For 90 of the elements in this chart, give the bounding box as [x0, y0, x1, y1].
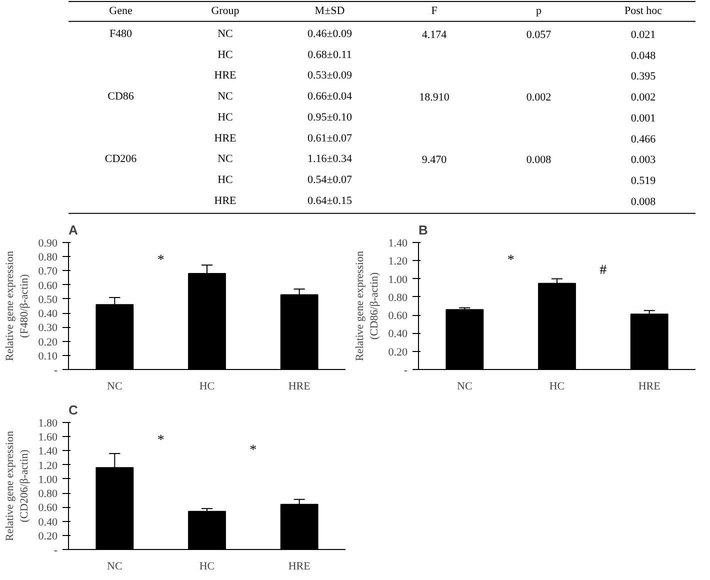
y-tick-label: 1.40: [38, 446, 58, 458]
y-tick-label: 0.30: [38, 322, 58, 334]
y-tick-label: -: [54, 364, 58, 376]
y-tick-label: -: [404, 364, 408, 376]
text: 9.470: [422, 154, 447, 166]
text: 0.61±0.07: [307, 132, 352, 144]
y-tick-label: 0.10: [38, 350, 58, 362]
annotation: *: [250, 442, 257, 458]
y-tick-label: 0.80: [38, 252, 58, 264]
category-label: Group: [211, 4, 240, 17]
text: HRE: [214, 132, 236, 144]
y-tick-label: 1.20: [38, 460, 58, 472]
y-tick-label: 1.80: [38, 418, 58, 430]
y-tick-label: 0.70: [38, 266, 58, 278]
y-tick-label: 0.40: [388, 328, 408, 340]
x-tick-label: HC: [199, 560, 215, 572]
annotation: *: [507, 252, 514, 268]
chart-title: C: [68, 402, 78, 418]
text: 0.008: [630, 196, 656, 208]
chart-title: A: [68, 222, 78, 238]
y-tick-label: 0.20: [38, 530, 58, 542]
text: 0.95±0.10: [307, 111, 352, 124]
y-tick-label: 0.40: [38, 516, 58, 528]
text: 0.021: [630, 28, 656, 41]
text: 0.003: [630, 154, 656, 166]
annotation: *: [157, 432, 164, 448]
text: HRE: [214, 194, 236, 207]
x-tick-label: NC: [457, 380, 472, 392]
y-axis-title: Relative gene expression (CD206/β-actin): [4, 430, 30, 541]
text: 0.66±0.04: [307, 90, 352, 103]
x-tick-label: HC: [549, 380, 565, 392]
text: 0.395: [630, 70, 656, 83]
text: 0.048: [630, 50, 656, 62]
text: HRE: [214, 70, 236, 82]
category-label: M±SD: [314, 4, 345, 17]
text: 0.466: [630, 133, 656, 146]
y-tick-label: 1.00: [38, 474, 58, 486]
annotation: #: [600, 262, 607, 278]
y-tick-label: 1.60: [38, 432, 58, 444]
category-label: Post hoc: [624, 4, 662, 17]
category-label: p: [536, 4, 542, 17]
y-tick-label: 0.80: [38, 488, 58, 500]
text: NC: [218, 153, 233, 166]
x-tick-label: HRE: [288, 560, 311, 572]
text: 0.008: [526, 154, 552, 166]
text: HC: [218, 48, 233, 61]
text: 1.16±0.34: [307, 153, 352, 166]
text: 0.54±0.07: [307, 174, 352, 186]
y-tick-label: 0.60: [388, 310, 408, 322]
text: 0.057: [526, 28, 552, 41]
text: 4.174: [422, 28, 447, 41]
y-tick-label: -: [54, 544, 58, 556]
y-tick-label: 0.80: [388, 292, 408, 304]
text: 0.001: [630, 112, 656, 124]
text: 0.68±0.11: [308, 48, 352, 61]
y-tick-label: 1.00: [388, 274, 408, 286]
text: HC: [218, 111, 233, 124]
y-tick-label: 0.60: [38, 280, 58, 292]
text: F480: [109, 28, 132, 40]
x-tick-label: NC: [107, 560, 122, 572]
y-tick-label: 1.40: [388, 238, 408, 250]
y-tick-label: 0.20: [388, 346, 408, 358]
text: 0.64±0.15: [307, 194, 352, 207]
y-tick-label: 0.20: [38, 336, 58, 348]
annotation: *: [157, 252, 164, 268]
x-tick-label: HC: [199, 380, 215, 392]
x-tick-label: HRE: [638, 380, 661, 392]
x-tick-label: NC: [107, 380, 122, 392]
y-tick-label: 0.90: [38, 238, 58, 250]
chart-title: B: [418, 222, 428, 238]
y-axis-title: Relative gene expression (F480/β-actin): [4, 250, 30, 361]
y-axis-title: Relative gene expression (CD86/β-actin): [354, 250, 380, 361]
category-label: F: [431, 4, 438, 17]
text: NC: [218, 90, 233, 103]
text: 0.519: [630, 175, 656, 188]
text: 0.002: [526, 92, 552, 104]
text: 0.46±0.09: [307, 28, 352, 40]
x-tick-label: HRE: [288, 380, 311, 392]
y-tick-label: 0.60: [38, 502, 58, 514]
text: 18.910: [419, 92, 450, 104]
y-tick-label: 1.20: [388, 256, 408, 268]
text: NC: [218, 28, 233, 40]
y-tick-label: 0.40: [38, 308, 58, 320]
text: HC: [218, 174, 233, 186]
text: CD86: [108, 90, 134, 103]
text: 0.53±0.09: [307, 70, 352, 82]
category-label: Gene: [109, 4, 132, 17]
text: 0.002: [630, 92, 656, 104]
text: CD206: [104, 153, 137, 166]
y-tick-label: 0.50: [38, 294, 58, 306]
